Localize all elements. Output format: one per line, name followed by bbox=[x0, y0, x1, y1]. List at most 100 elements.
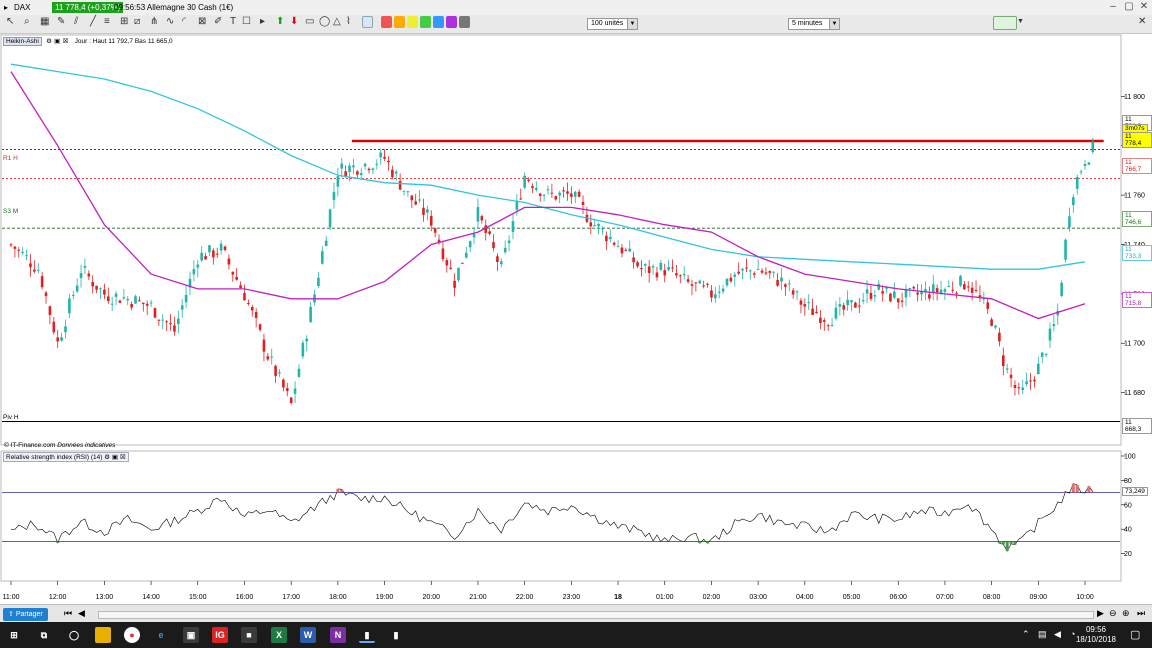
maximize-icon[interactable]: ▢ bbox=[1124, 1, 1134, 12]
pencil-icon[interactable]: ✎ bbox=[57, 16, 66, 27]
instrument-name[interactable]: DAX bbox=[14, 3, 31, 12]
tray-up-icon[interactable]: ⌃ bbox=[1022, 629, 1030, 639]
trading-app-2-icon[interactable]: ▮ bbox=[393, 630, 399, 640]
minimize-icon[interactable]: – bbox=[1110, 1, 1116, 12]
chart-type-label[interactable]: Heikin-Ashi bbox=[3, 37, 42, 46]
network-icon[interactable]: ▤ bbox=[1038, 629, 1047, 639]
close-panel-icon[interactable]: ✕ bbox=[1138, 16, 1147, 27]
settings-icon[interactable]: ⚙ bbox=[46, 38, 52, 45]
time-scrollbar[interactable] bbox=[98, 611, 1094, 619]
polyline-icon[interactable]: ⌇ bbox=[346, 16, 351, 27]
window-icon[interactable]: ▣ bbox=[54, 38, 61, 45]
candle-body bbox=[616, 246, 620, 248]
channel-icon[interactable]: ⧄ bbox=[134, 16, 141, 27]
play-icon[interactable]: ▸ bbox=[260, 16, 266, 27]
arrow-down-icon[interactable]: ⬇ bbox=[290, 16, 299, 27]
magnet-icon[interactable]: ⊠ bbox=[198, 16, 207, 27]
settings-icon[interactable]: ⚙ bbox=[104, 454, 111, 461]
cortana-icon[interactable]: ◯ bbox=[68, 630, 80, 640]
chevron-down-icon[interactable]: ▼ bbox=[829, 19, 839, 29]
color-yellow-icon[interactable] bbox=[407, 16, 418, 28]
word-icon[interactable]: W bbox=[300, 627, 316, 643]
color-gray-icon[interactable] bbox=[459, 16, 470, 28]
x-tick-label: 21:00 bbox=[469, 594, 487, 601]
wifi-icon[interactable]: ◔ bbox=[1070, 629, 1076, 639]
share-button[interactable]: ⇪ Partager bbox=[3, 608, 48, 621]
chart-settings-dropdown-icon[interactable]: ▼ bbox=[1017, 18, 1024, 25]
fibonacci-icon[interactable]: ≡ bbox=[104, 16, 110, 27]
arc-icon[interactable]: ◜ bbox=[182, 16, 186, 27]
y-tick-label: 11 680 bbox=[1124, 390, 1145, 397]
triangle-icon[interactable]: △ bbox=[333, 16, 341, 27]
candle-body bbox=[95, 285, 98, 290]
arrow-up-icon[interactable]: ⬆ bbox=[276, 16, 285, 27]
trading-app-icon[interactable]: ▮ bbox=[359, 627, 375, 643]
onenote-icon[interactable]: N bbox=[330, 627, 346, 643]
candle-body bbox=[714, 294, 717, 299]
candle-body bbox=[519, 198, 523, 200]
file-explorer-icon[interactable] bbox=[95, 627, 111, 643]
chrome-icon[interactable]: ● bbox=[124, 627, 140, 643]
task-view-icon[interactable]: ⧉ bbox=[40, 630, 48, 640]
x-tick-label: 06:00 bbox=[889, 594, 907, 601]
color-blue-icon[interactable] bbox=[433, 16, 444, 28]
scroll-end-icon[interactable]: ⏭ bbox=[1137, 608, 1146, 618]
draw-icon[interactable]: ✐ bbox=[214, 16, 223, 27]
pitchfork-icon[interactable]: ⋔ bbox=[150, 16, 159, 27]
chart-settings-icon[interactable] bbox=[993, 16, 1017, 30]
chevron-down-icon[interactable]: ▼ bbox=[627, 19, 637, 29]
start-icon[interactable]: ⊞ bbox=[10, 630, 18, 640]
quantity-select[interactable]: 100 unités ▼ bbox=[587, 18, 638, 30]
volume-icon[interactable]: ◀ bbox=[1054, 629, 1061, 639]
cursor-icon[interactable]: ↖ bbox=[6, 16, 15, 27]
excel-icon[interactable]: X bbox=[271, 627, 287, 643]
candle-body bbox=[91, 281, 95, 287]
candle-body bbox=[496, 256, 499, 263]
zoom-icon[interactable]: ⌕ bbox=[24, 16, 30, 27]
candle-body bbox=[795, 291, 799, 293]
media-icon[interactable]: ■ bbox=[241, 627, 257, 643]
candle-body bbox=[1013, 384, 1017, 388]
color-orange-icon[interactable] bbox=[394, 16, 405, 28]
system-clock[interactable]: 09:56 18/10/2018 bbox=[1076, 625, 1116, 645]
price-panel[interactable] bbox=[0, 34, 1122, 446]
candle-body bbox=[223, 246, 227, 251]
ig-icon[interactable]: IG bbox=[212, 627, 228, 643]
close-legend-icon[interactable]: ☒ bbox=[62, 38, 69, 45]
instrument-menu-icon[interactable]: ▸ bbox=[4, 3, 9, 12]
candle-body bbox=[889, 293, 892, 302]
edge-icon[interactable]: e bbox=[158, 630, 164, 640]
scroll-right-icon[interactable]: ▶ bbox=[1097, 608, 1104, 618]
zoom-in-icon[interactable]: ⊕ bbox=[1122, 608, 1130, 618]
comment-icon[interactable]: ☐ bbox=[242, 16, 251, 27]
scroll-left-icon[interactable]: ◀ bbox=[78, 608, 85, 618]
candle-body bbox=[675, 273, 678, 276]
rectangle-icon[interactable]: ▭ bbox=[305, 16, 315, 27]
ruler-icon[interactable]: ⊞ bbox=[120, 16, 129, 27]
photos-icon[interactable]: ▣ bbox=[183, 627, 199, 643]
color-purple-icon[interactable] bbox=[446, 16, 457, 28]
rsi-legend[interactable]: Relative strength index (RSI) (14) ⚙ ▣ ☒ bbox=[3, 452, 129, 462]
notifications-icon[interactable]: ▢ bbox=[1130, 629, 1141, 641]
trendline-icon[interactable]: ╱ bbox=[90, 16, 97, 27]
x-tick-label: 01:00 bbox=[656, 594, 674, 601]
scroll-start-icon[interactable]: ⏮ bbox=[64, 608, 73, 618]
zoom-out-icon[interactable]: ⊖ bbox=[1109, 608, 1117, 618]
candle-body bbox=[282, 379, 285, 388]
close-legend-icon[interactable]: ☒ bbox=[119, 454, 126, 461]
text-icon[interactable]: T bbox=[230, 16, 237, 27]
ellipse-icon[interactable]: ◯ bbox=[319, 16, 331, 27]
interval-select[interactable]: 5 minutes ▼ bbox=[788, 18, 840, 30]
rsi-panel[interactable] bbox=[0, 450, 1122, 582]
color-red-icon[interactable] bbox=[381, 16, 392, 28]
window-icon[interactable]: ▣ bbox=[111, 454, 119, 461]
layout-icon[interactable] bbox=[362, 16, 373, 28]
color-green-icon[interactable] bbox=[420, 16, 431, 28]
grid-icon[interactable]: ▦ bbox=[40, 16, 50, 27]
wave-icon[interactable]: ∿ bbox=[166, 16, 175, 27]
close-icon[interactable]: ✕ bbox=[1139, 1, 1149, 12]
candle-body bbox=[359, 173, 363, 176]
lines-icon[interactable]: ⫽ bbox=[74, 16, 79, 27]
